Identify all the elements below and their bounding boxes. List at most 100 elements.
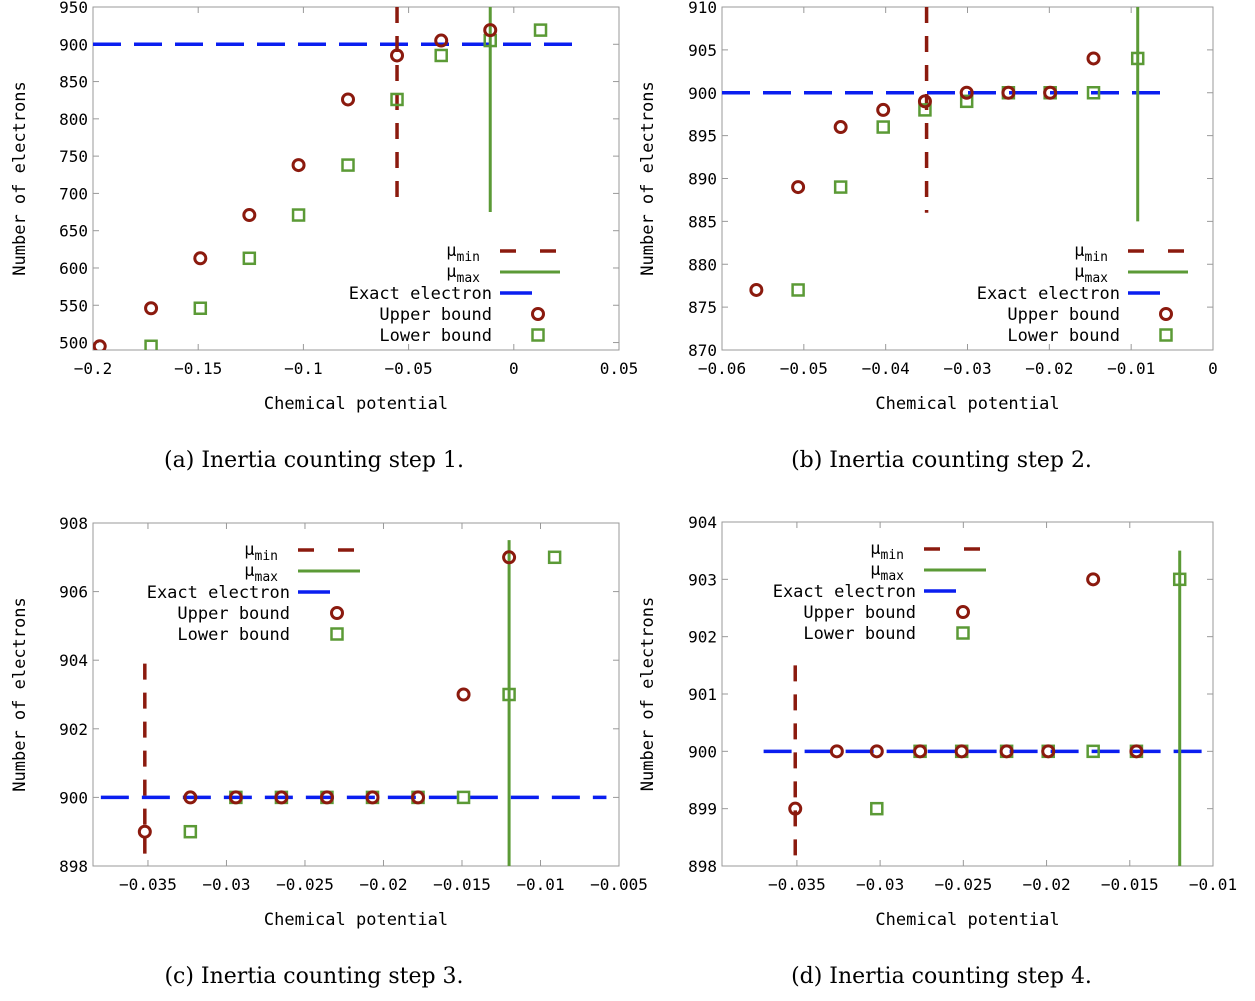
lower-bound-point	[242, 251, 257, 266]
chart-panel-4: 898 899 900 901 902 903 904 −0.035 −0.03 −0.025 −0…	[628, 508, 1255, 948]
x-tick-label: −0.01	[1189, 875, 1237, 894]
legend-lower-marker	[330, 627, 344, 641]
x-axis-label: Chemical potential	[264, 394, 448, 414]
y-tick-label: 901	[688, 685, 717, 704]
upper-bound-point	[434, 33, 449, 48]
x-axis: −0.06 −0.05 −0.04 −0.03 −0.02 −0.01 0	[698, 7, 1218, 378]
y-tick-label: 890	[688, 170, 717, 189]
upper-bound-point	[411, 790, 426, 805]
upper-bound-point	[1086, 51, 1101, 66]
upper-bound-point	[274, 790, 289, 805]
x-tick-label: −0.02	[1022, 875, 1070, 894]
y-tick-label: 904	[688, 513, 717, 532]
y-tick-label: 800	[59, 110, 88, 129]
legend-label-upper: Upper bound	[379, 305, 492, 325]
lower-bound-point	[183, 824, 198, 839]
x-tick-label: −0.1	[284, 359, 323, 378]
upper-bound-point	[137, 824, 152, 839]
upper-bound-point	[1086, 572, 1101, 587]
upper-bound-point	[999, 744, 1014, 759]
upper-bound-point	[502, 550, 517, 565]
caption-3: (c) Inertia counting step 3.	[164, 964, 464, 989]
x-axis-label: Chemical potential	[875, 394, 1059, 414]
y-axis-label: Number of electrons	[10, 81, 30, 275]
lower-bound-point	[547, 550, 562, 565]
caption-1: (a) Inertia counting step 1.	[164, 448, 464, 473]
chart-svg: 898 900 902 904 906 908 −0.035 −0.03 −0.025 −0.02…	[10, 514, 648, 930]
upper-bound-point	[788, 801, 803, 816]
x-tick-label: 0	[1208, 359, 1218, 378]
lower-bound-point	[918, 103, 932, 117]
data-layer	[93, 7, 577, 350]
y-tick-label: 900	[59, 788, 88, 807]
y-axis: 870 875 880 885 890 895 900 905 910	[688, 0, 1213, 360]
y-tick-label: 905	[688, 41, 717, 60]
upper-bound-point	[1129, 744, 1144, 759]
y-tick-label: 875	[688, 298, 717, 317]
legend-label-upper: Upper bound	[803, 603, 916, 623]
upper-bound-point	[833, 120, 848, 135]
y-tick-label: 880	[688, 255, 717, 274]
x-axis: −0.035 −0.03 −0.025 −0.02 −0.015 −0.01	[768, 522, 1237, 894]
y-tick-label: 898	[59, 857, 88, 876]
y-axis-label: Number of electrons	[638, 81, 658, 275]
x-axis: −0.2 −0.15 −0.1 −0.05 0 0.05	[74, 7, 639, 378]
plot-frame	[92, 6, 620, 351]
y-axis-label: Number of electrons	[638, 597, 658, 791]
legend-label-exact: Exact electron	[977, 284, 1120, 304]
lower-bound-point	[1086, 86, 1101, 100]
upper-bound-point	[291, 158, 306, 173]
legend-label-mu-max: μmax	[446, 262, 480, 286]
lower-bound-point	[390, 92, 404, 107]
upper-bound-point	[319, 790, 334, 805]
x-axis-label: Chemical potential	[875, 910, 1059, 930]
legend-label-exact: Exact electron	[773, 582, 916, 602]
y-tick-label: 700	[59, 184, 88, 203]
y-tick-label: 906	[59, 583, 88, 602]
upper-bound-point	[228, 790, 243, 805]
upper-bound-point	[917, 94, 932, 109]
y-tick-label: 900	[688, 742, 717, 761]
y-tick-label: 885	[688, 212, 717, 231]
y-tick-label: 900	[59, 35, 88, 54]
legend-lower-marker	[956, 626, 970, 640]
legend-label-lower: Lower bound	[379, 326, 492, 346]
upper-bound-point	[341, 92, 356, 107]
upper-bound-point	[959, 85, 974, 100]
upper-bound-point	[390, 48, 405, 63]
lower-bound-point	[959, 94, 974, 109]
x-tick-label: −0.03	[943, 359, 991, 378]
upper-bound-point	[1043, 85, 1058, 100]
legend-upper-marker	[531, 307, 545, 321]
y-axis-label: Number of electrons	[10, 597, 30, 791]
upper-bound-point	[242, 208, 257, 223]
legend-lower-marker	[1159, 328, 1173, 342]
lower-bound-point	[291, 208, 306, 222]
x-tick-label: −0.035	[768, 875, 826, 894]
legend-label-mu-min: μmin	[244, 540, 278, 564]
y-tick-label: 870	[688, 341, 717, 360]
plot-frame	[721, 6, 1214, 351]
lower-bound-point	[791, 283, 805, 297]
caption-2: (b) Inertia counting step 2.	[791, 448, 1092, 473]
legend-label-mu-min: μmin	[870, 539, 904, 563]
chart-panel-3: 898 900 902 904 906 908 −0.035 −0.03 −0.025 −0.02…	[0, 508, 648, 948]
x-tick-label: 0.05	[600, 359, 639, 378]
upper-bound-point	[749, 282, 764, 297]
y-tick-label: 950	[59, 0, 88, 17]
upper-bound-point	[183, 790, 198, 805]
lower-bound-point	[144, 339, 158, 350]
legend-label-mu-min: μmin	[446, 241, 480, 265]
upper-bound-point	[93, 339, 107, 350]
y-tick-label: 895	[688, 127, 717, 146]
y-tick-label: 902	[59, 720, 88, 739]
x-axis-label: Chemical potential	[264, 910, 448, 930]
y-tick-label: 898	[688, 857, 717, 876]
upper-bound-point	[869, 744, 884, 759]
legend-label-mu-max: μmax	[870, 560, 904, 584]
lower-bound-point	[1172, 572, 1187, 587]
